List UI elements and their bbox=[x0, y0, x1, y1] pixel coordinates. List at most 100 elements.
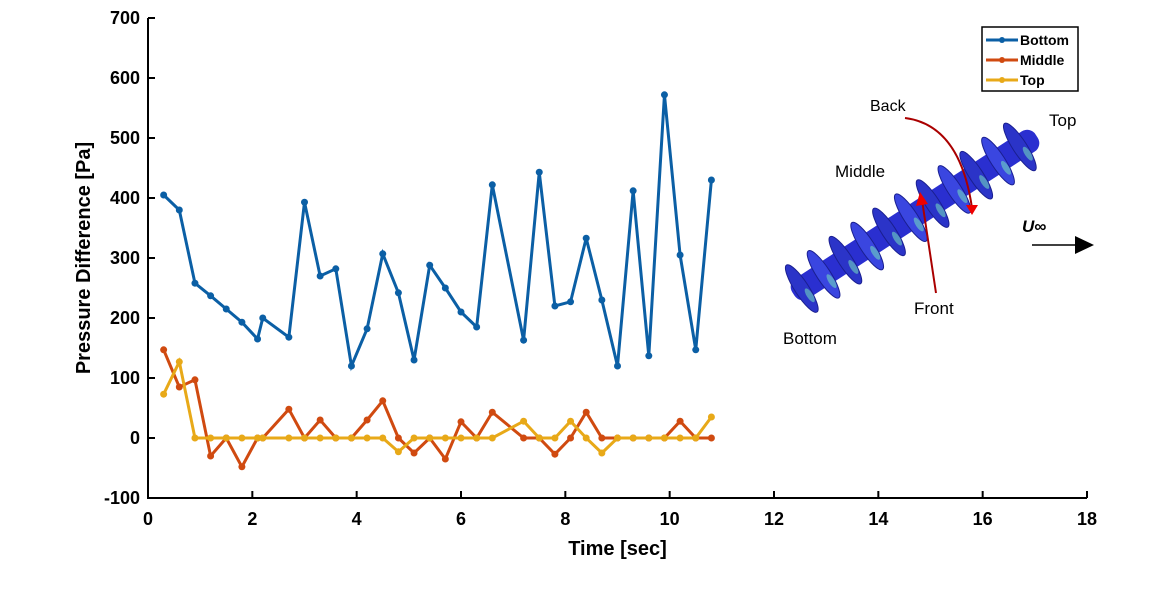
data-point bbox=[191, 376, 199, 384]
x-tick-label: 10 bbox=[660, 509, 680, 529]
y-tick-label: 0 bbox=[130, 428, 140, 448]
data-point bbox=[473, 434, 481, 442]
data-point bbox=[222, 434, 230, 442]
data-point bbox=[160, 191, 168, 199]
data-point bbox=[457, 308, 465, 316]
data-point bbox=[222, 305, 230, 313]
y-tick-label: 100 bbox=[110, 368, 140, 388]
data-point bbox=[535, 434, 543, 442]
data-point bbox=[316, 434, 324, 442]
data-point bbox=[191, 279, 199, 287]
helix-highlight bbox=[1022, 146, 1033, 161]
legend: Bottom Middle Top bbox=[981, 26, 1079, 92]
data-point bbox=[660, 91, 668, 99]
data-point bbox=[488, 434, 496, 442]
helix-fin bbox=[981, 136, 1015, 186]
data-point bbox=[567, 298, 575, 306]
helix-fin bbox=[1002, 122, 1037, 172]
data-point bbox=[259, 314, 267, 322]
data-point bbox=[410, 434, 418, 442]
x-tick-label: 16 bbox=[973, 509, 993, 529]
data-point bbox=[676, 251, 684, 259]
data-point bbox=[582, 408, 590, 416]
annotations: Back Top Middle Front Bottom U∞ bbox=[783, 98, 1076, 348]
helix-highlight bbox=[804, 288, 815, 303]
data-point bbox=[676, 417, 684, 425]
label-back: Back bbox=[870, 98, 907, 115]
data-point bbox=[692, 434, 700, 442]
data-point bbox=[676, 434, 684, 442]
data-point bbox=[363, 434, 371, 442]
data-point bbox=[347, 362, 355, 370]
data-point bbox=[582, 234, 590, 242]
data-point bbox=[629, 187, 637, 195]
helix-fin bbox=[806, 250, 841, 299]
helix-fin bbox=[915, 179, 950, 228]
legend-marker bbox=[999, 77, 1005, 83]
data-point bbox=[410, 356, 418, 364]
y-tick-label: 500 bbox=[110, 128, 140, 148]
data-point bbox=[379, 397, 387, 405]
data-point bbox=[363, 325, 371, 333]
data-point bbox=[598, 449, 606, 457]
data-point bbox=[457, 418, 465, 426]
data-point bbox=[426, 261, 434, 269]
x-tick-label: 14 bbox=[868, 509, 888, 529]
data-point bbox=[473, 323, 481, 331]
data-point bbox=[379, 250, 387, 258]
data-point bbox=[614, 362, 621, 370]
x-tick-label: 6 bbox=[456, 509, 466, 529]
x-tick-label: 0 bbox=[143, 509, 153, 529]
label-u-inf: U∞ bbox=[1022, 217, 1046, 236]
data-point bbox=[332, 434, 340, 442]
data-point bbox=[457, 434, 465, 442]
data-point bbox=[347, 434, 355, 442]
x-axis-label: Time [sec] bbox=[568, 538, 667, 560]
data-point bbox=[426, 434, 434, 442]
data-point bbox=[614, 434, 621, 442]
data-point bbox=[598, 434, 606, 442]
series-line-top bbox=[162, 357, 713, 456]
helix-highlight bbox=[935, 203, 946, 218]
helix-fin bbox=[828, 235, 863, 285]
data-point bbox=[707, 413, 715, 421]
data-point bbox=[379, 434, 387, 442]
data-point bbox=[285, 333, 293, 341]
axis-lines bbox=[147, 18, 1087, 499]
legend-marker bbox=[999, 37, 1005, 43]
data-point bbox=[441, 434, 449, 442]
x-tick-label: 18 bbox=[1077, 509, 1097, 529]
data-point bbox=[582, 434, 590, 442]
y-tick-label: 700 bbox=[110, 8, 140, 28]
helix-highlight bbox=[979, 175, 990, 189]
legend-label: Top bbox=[1020, 72, 1045, 88]
data-point bbox=[175, 206, 183, 214]
series-line-bottom bbox=[162, 94, 713, 372]
series-top bbox=[160, 357, 715, 457]
data-point bbox=[551, 434, 559, 442]
data-point bbox=[175, 358, 183, 366]
data-point bbox=[285, 405, 293, 413]
helix-highlight bbox=[913, 217, 924, 232]
data-point bbox=[567, 417, 575, 425]
legend-marker bbox=[999, 57, 1005, 63]
data-point bbox=[285, 434, 293, 442]
data-point bbox=[645, 434, 653, 442]
legend-label: Middle bbox=[1020, 52, 1065, 68]
x-tick-label: 2 bbox=[247, 509, 257, 529]
data-point bbox=[332, 265, 340, 273]
label-front: Front bbox=[914, 299, 954, 318]
data-point bbox=[567, 434, 575, 442]
data-point bbox=[488, 181, 496, 189]
data-point bbox=[692, 346, 700, 354]
x-tick-label: 12 bbox=[764, 509, 784, 529]
y-tick-label: 200 bbox=[110, 308, 140, 328]
data-point bbox=[363, 416, 371, 424]
data-point bbox=[207, 292, 215, 300]
data-point bbox=[254, 335, 262, 343]
data-point bbox=[551, 302, 559, 310]
helix-highlight bbox=[1000, 160, 1012, 175]
data-point bbox=[488, 408, 496, 416]
data-point bbox=[520, 336, 528, 344]
